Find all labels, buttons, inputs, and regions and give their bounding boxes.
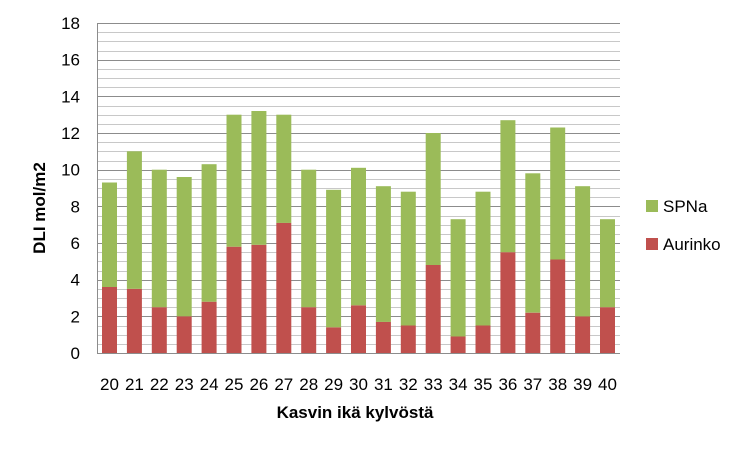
bar-aurinko-36 <box>500 252 516 353</box>
bar-aurinko-26 <box>251 244 267 353</box>
bar-aurinko-35 <box>475 325 491 353</box>
bar-spna-35 <box>475 191 491 326</box>
x-tick-label: 40 <box>598 375 617 394</box>
bar-aurinko-40 <box>600 307 615 353</box>
bars <box>102 111 615 353</box>
bar-spna-34 <box>450 219 466 337</box>
bar-spna-25 <box>226 114 242 247</box>
bar-spna-37 <box>525 173 541 313</box>
y-tick-label: 12 <box>61 124 80 143</box>
legend-label-spna: SPNa <box>663 197 708 216</box>
bar-spna-39 <box>575 186 591 317</box>
y-tick-label: 18 <box>61 14 80 33</box>
x-tick-label: 20 <box>100 375 119 394</box>
bar-spna-36 <box>500 120 516 253</box>
y-tick-labels: 0 2 4 6 8 10 12 14 16 18 <box>61 14 80 363</box>
x-tick-label: 36 <box>498 375 517 394</box>
bar-aurinko-32 <box>400 325 416 353</box>
bar-spna-27 <box>276 114 292 223</box>
x-tick-label: 34 <box>449 375 468 394</box>
bar-spna-40 <box>600 219 615 308</box>
x-tick-label: 33 <box>424 375 443 394</box>
x-tick-label: 37 <box>523 375 542 394</box>
bar-spna-29 <box>326 189 342 328</box>
bar-aurinko-21 <box>126 288 142 353</box>
x-tick-label: 32 <box>399 375 418 394</box>
y-tick-label: 10 <box>61 161 80 180</box>
x-axis-title: Kasvin ikä kylvöstä <box>277 403 434 422</box>
bar-aurinko-30 <box>351 305 366 353</box>
y-tick-label: 4 <box>71 271 80 290</box>
bar-spna-31 <box>375 186 391 322</box>
x-tick-label: 27 <box>274 375 293 394</box>
bar-spna-30 <box>351 167 366 306</box>
bar-aurinko-38 <box>550 259 566 353</box>
x-tick-label: 25 <box>225 375 244 394</box>
x-tick-label: 29 <box>324 375 343 394</box>
x-tick-label: 24 <box>200 375 219 394</box>
bar-spna-26 <box>251 111 267 245</box>
y-tick-label: 14 <box>61 87 80 106</box>
x-tick-label: 39 <box>573 375 592 394</box>
x-tick-label: 26 <box>249 375 268 394</box>
legend-swatch-spna <box>646 200 658 212</box>
x-tick-label: 31 <box>374 375 393 394</box>
x-tick-label: 21 <box>125 375 144 394</box>
legend-swatch-aurinko <box>646 238 658 250</box>
bar-aurinko-27 <box>276 222 292 353</box>
bar-spna-21 <box>126 151 142 289</box>
y-tick-label: 0 <box>71 344 80 363</box>
bar-aurinko-25 <box>226 246 242 353</box>
bar-aurinko-37 <box>525 312 541 353</box>
bar-spna-38 <box>550 127 566 260</box>
x-tick-label: 28 <box>299 375 318 394</box>
x-tick-label: 35 <box>474 375 493 394</box>
bar-spna-28 <box>301 169 317 308</box>
x-tick-labels: 20 21 22 23 24 25 26 27 28 29 30 31 32 33 34 35 36 37 38 39… <box>100 375 617 394</box>
bar-aurinko-20 <box>102 287 117 353</box>
y-axis-title: DLI mol/m2 <box>30 162 49 254</box>
x-tick-label: 22 <box>150 375 169 394</box>
bar-aurinko-29 <box>326 327 342 353</box>
x-tick-label: 30 <box>349 375 368 394</box>
bar-aurinko-28 <box>301 307 317 353</box>
bar-spna-20 <box>102 182 117 287</box>
y-tick-label: 8 <box>71 197 80 216</box>
bar-aurinko-24 <box>201 301 217 353</box>
bar-spna-22 <box>151 169 167 308</box>
y-tick-label: 6 <box>71 234 80 253</box>
y-tick-label: 2 <box>71 307 80 326</box>
bar-spna-33 <box>425 133 441 265</box>
bar-spna-32 <box>400 191 416 326</box>
bar-aurinko-31 <box>375 321 391 353</box>
bar-aurinko-23 <box>176 316 192 353</box>
legend: SPNa Aurinko <box>646 197 721 254</box>
bar-aurinko-33 <box>425 265 441 353</box>
y-tick-label: 16 <box>61 51 80 70</box>
bar-aurinko-39 <box>575 316 591 353</box>
bar-aurinko-34 <box>450 336 466 353</box>
bar-spna-23 <box>176 177 192 317</box>
bar-aurinko-22 <box>151 307 167 353</box>
x-tick-label: 38 <box>548 375 567 394</box>
legend-label-aurinko: Aurinko <box>663 235 721 254</box>
bar-spna-24 <box>201 164 217 302</box>
x-tick-label: 23 <box>175 375 194 394</box>
